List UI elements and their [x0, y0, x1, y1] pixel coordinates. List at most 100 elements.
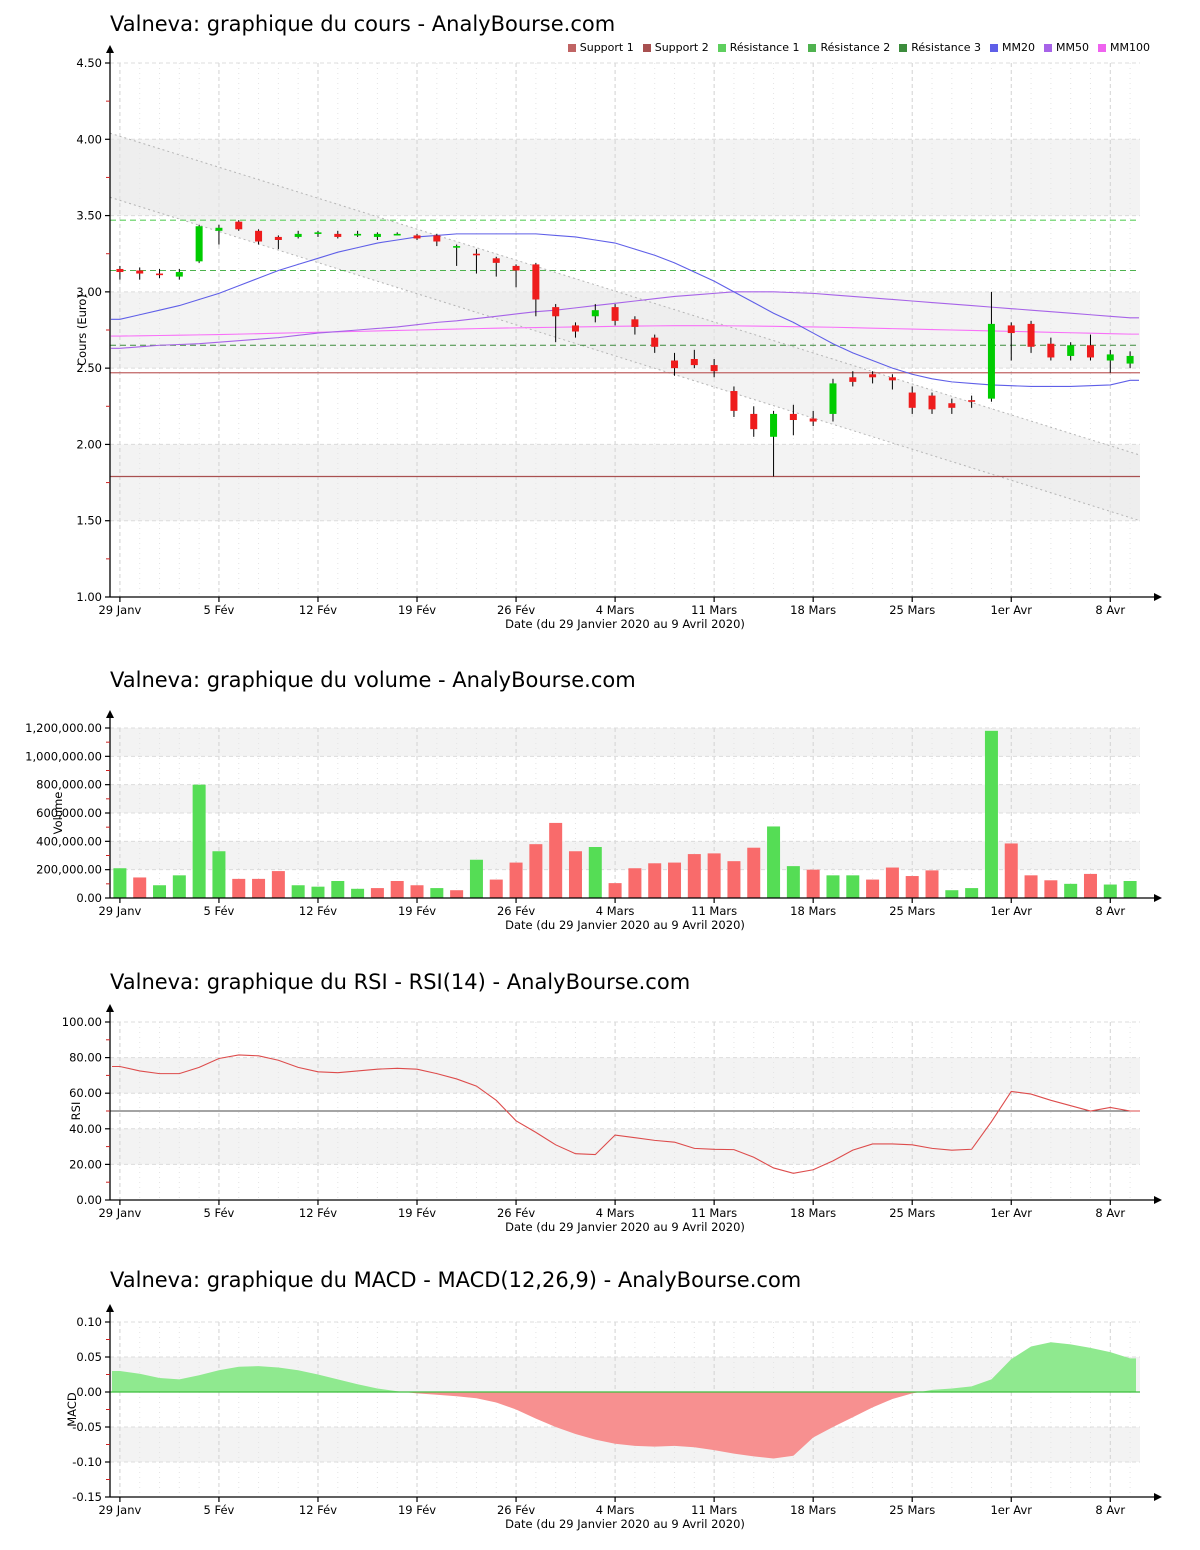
volume-bar: [1004, 843, 1018, 898]
svg-text:26 Fév: 26 Fév: [497, 1503, 535, 1517]
volume-bar: [1064, 883, 1078, 898]
svg-text:1er Avr: 1er Avr: [990, 1503, 1032, 1517]
svg-text:1er Avr: 1er Avr: [990, 603, 1032, 617]
volume-bar: [271, 871, 285, 898]
volume-bar: [172, 875, 186, 898]
volume-bar: [153, 885, 167, 898]
volume-bar: [351, 888, 365, 898]
candle: [235, 220, 243, 231]
candle: [136, 267, 144, 280]
svg-text:5 Fév: 5 Fév: [204, 1206, 235, 1220]
svg-text:4.50: 4.50: [76, 56, 102, 70]
legend-swatch-icon: [990, 43, 999, 52]
candle: [373, 232, 381, 240]
candle: [1086, 334, 1094, 361]
candle: [512, 264, 520, 288]
volume-bar: [767, 826, 781, 898]
volume-bar: [311, 886, 325, 898]
svg-text:1er Avr: 1er Avr: [990, 1206, 1032, 1220]
volume-bar: [509, 862, 523, 898]
svg-text:Date (du 29 Janvier 2020 au 9: Date (du 29 Janvier 2020 au 9 Avril 2020…: [505, 1517, 745, 1531]
svg-text:4 Mars: 4 Mars: [596, 904, 635, 918]
candle: [195, 224, 203, 263]
svg-text:12 Fév: 12 Fév: [299, 1503, 337, 1517]
legend-swatch-icon: [1044, 43, 1053, 52]
volume-bar: [885, 867, 899, 898]
candle: [770, 410, 778, 477]
candle: [215, 224, 223, 245]
svg-text:100.00: 100.00: [62, 1015, 102, 1029]
volume-bar: [390, 881, 404, 898]
moving-average-mm20: [111, 233, 1139, 388]
svg-text:25 Mars: 25 Mars: [889, 1503, 935, 1517]
volume-bar: [608, 883, 622, 898]
volume-bar: [1103, 884, 1117, 898]
candle: [809, 410, 817, 427]
volume-bar: [588, 847, 602, 898]
svg-text:25 Mars: 25 Mars: [889, 603, 935, 617]
candle: [433, 233, 441, 247]
volume-bar: [469, 859, 483, 898]
volume-bar: [945, 890, 959, 898]
candle: [710, 358, 718, 378]
svg-text:1er Avr: 1er Avr: [990, 904, 1032, 918]
candle: [274, 235, 282, 250]
svg-text:Cours (Euro): Cours (Euro): [75, 294, 89, 366]
candle: [1067, 342, 1075, 361]
svg-text:3.50: 3.50: [76, 209, 102, 223]
rsi-line: [112, 1054, 1140, 1174]
svg-text:800,000.00: 800,000.00: [36, 778, 102, 792]
candle: [690, 349, 698, 369]
svg-text:4.00: 4.00: [76, 132, 102, 146]
legend-item: Support 1: [567, 41, 634, 54]
candle: [393, 232, 401, 236]
candle: [750, 406, 758, 437]
svg-text:12 Fév: 12 Fév: [299, 603, 337, 617]
volume-bar: [192, 784, 206, 898]
candle: [472, 249, 480, 274]
volume-bar: [489, 879, 503, 898]
legend-item: Résistance 2: [808, 41, 890, 54]
svg-text:-0.05: -0.05: [72, 1420, 102, 1434]
svg-text:4 Mars: 4 Mars: [596, 603, 635, 617]
moving-average-mm50: [111, 291, 1139, 349]
candle: [255, 229, 263, 245]
macd-positive-area: [112, 1342, 1136, 1392]
candle: [552, 304, 560, 343]
trend-channel: [110, 133, 1140, 521]
legend-swatch-icon: [642, 43, 651, 52]
svg-text:600,000.00: 600,000.00: [36, 806, 102, 820]
price-chart-legend: Support 1 Support 2 Résistance 1 Résistance…: [567, 41, 1150, 54]
volume-bar: [450, 890, 464, 898]
legend-item: MM100: [1098, 41, 1150, 54]
svg-text:18 Mars: 18 Mars: [790, 904, 836, 918]
svg-text:12 Fév: 12 Fév: [299, 1206, 337, 1220]
volume-bar: [212, 851, 226, 898]
svg-text:8 Avr: 8 Avr: [1095, 1503, 1125, 1517]
svg-text:26 Fév: 26 Fév: [497, 603, 535, 617]
price-chart-title: Valneva: graphique du cours - AnalyBours…: [110, 12, 616, 36]
legend-swatch-icon: [567, 43, 576, 52]
svg-text:-0.15: -0.15: [72, 1490, 102, 1504]
candle: [354, 230, 362, 237]
volume-bar: [529, 844, 543, 898]
volume-bar: [1024, 875, 1038, 898]
svg-text:29 Janv: 29 Janv: [98, 904, 141, 918]
volume-bar: [826, 875, 840, 898]
svg-text:18 Mars: 18 Mars: [790, 603, 836, 617]
legend-item: MM50: [1044, 41, 1089, 54]
svg-text:4 Mars: 4 Mars: [596, 1503, 635, 1517]
candle: [888, 374, 896, 390]
svg-text:8 Avr: 8 Avr: [1095, 1206, 1125, 1220]
volume-bar: [965, 888, 979, 898]
volume-bar: [232, 878, 246, 898]
svg-text:19 Fév: 19 Fév: [398, 904, 436, 918]
candle: [948, 398, 956, 414]
candle: [869, 371, 877, 384]
candle: [156, 268, 164, 279]
volume-chart-title: Valneva: graphique du volume - AnalyBour…: [110, 668, 636, 692]
svg-text:3.00: 3.00: [76, 285, 102, 299]
volume-bar: [568, 851, 582, 898]
